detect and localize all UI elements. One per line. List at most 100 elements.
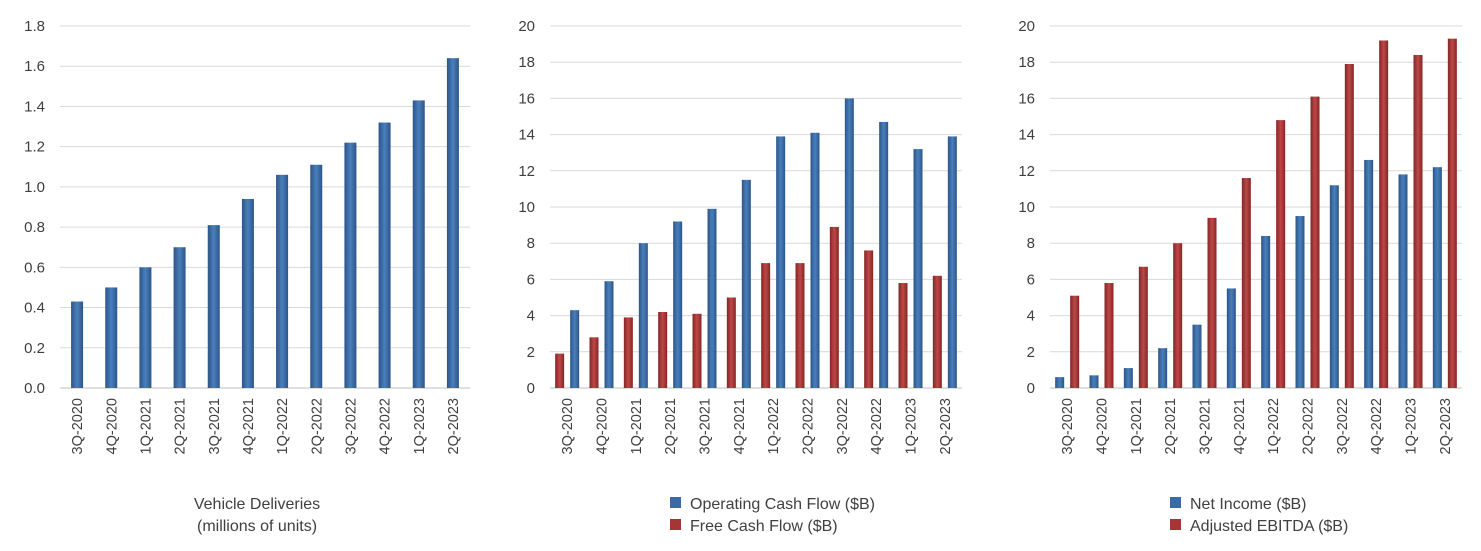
x-tick-label: 4Q-2021 (732, 398, 748, 454)
x-tick-label: 2Q-2023 (1438, 398, 1454, 454)
x-tick-label: 3Q-2020 (70, 398, 86, 454)
y-tick-label: 6 (527, 271, 535, 288)
chart-caption: (millions of units) (197, 518, 317, 535)
x-tick-label: 2Q-2022 (309, 398, 325, 454)
bar-operating-cash-flow-3Q-2021 (707, 208, 717, 388)
y-tick-label: 18 (518, 54, 535, 71)
bar-net-income-4Q-2022 (1364, 159, 1374, 388)
y-tick-label: 0 (527, 380, 535, 397)
y-tick-label: 0.2 (24, 340, 45, 357)
bar-free-cash-flow-1Q-2022 (761, 263, 771, 388)
x-tick-label: 1Q-2022 (275, 398, 291, 454)
bar-series-2Q-2021 (173, 247, 186, 388)
bar-adjusted-ebitda-3Q-2020 (1070, 295, 1080, 388)
x-tick-label: 1Q-2021 (138, 398, 154, 454)
bar-net-income-1Q-2023 (1398, 174, 1408, 388)
y-tick-label: 14 (518, 127, 535, 144)
bar-adjusted-ebitda-1Q-2023 (1413, 54, 1423, 389)
bar-adjusted-ebitda-1Q-2021 (1138, 266, 1148, 388)
bar-adjusted-ebitda-4Q-2022 (1379, 40, 1389, 388)
x-tick-label: 1Q-2023 (904, 398, 920, 454)
chart-panel-1: 0.0 0.2 0.4 0.6 0.8 1.0 1.2 1.4 1.6 1.8 3Q-2020 4Q-… (24, 18, 470, 535)
bar-free-cash-flow-4Q-2020 (589, 337, 599, 388)
y-tick-label: 1.0 (24, 179, 45, 196)
bar-operating-cash-flow-3Q-2020 (570, 310, 580, 388)
bar-series-3Q-2022 (344, 142, 357, 388)
bar-net-income-2Q-2021 (1158, 348, 1168, 388)
bar-operating-cash-flow-2Q-2022 (810, 132, 820, 388)
bar-series-1Q-2021 (139, 267, 152, 388)
x-tick-label: 3Q-2022 (1335, 398, 1351, 454)
legend-swatch (1170, 519, 1181, 530)
bar-series-2Q-2023 (446, 58, 459, 389)
x-tick-label: 2Q-2021 (663, 398, 679, 454)
bar-net-income-3Q-2022 (1329, 185, 1339, 388)
bar-net-income-2Q-2023 (1432, 167, 1442, 388)
legend-label: Adjusted EBITDA ($B) (1190, 518, 1348, 535)
y-tick-label: 0.8 (24, 219, 45, 236)
x-tick-label: 2Q-2021 (1163, 398, 1179, 454)
bar-series-1Q-2022 (276, 174, 289, 388)
y-tick-label: 6 (1027, 271, 1035, 288)
y-tick-label: 12 (1018, 163, 1035, 180)
x-tick-label: 1Q-2023 (1404, 398, 1420, 454)
x-tick-label: 2Q-2021 (173, 398, 189, 454)
bar-operating-cash-flow-1Q-2022 (776, 136, 786, 388)
bar-operating-cash-flow-4Q-2022 (879, 121, 889, 389)
y-tick-label: 8 (1027, 235, 1035, 252)
y-tick-label: 10 (1018, 199, 1035, 216)
bar-operating-cash-flow-1Q-2023 (913, 149, 923, 388)
y-tick-label: 18 (1018, 54, 1035, 71)
x-tick-label: 1Q-2022 (1266, 398, 1282, 454)
x-tick-label: 3Q-2021 (698, 398, 714, 454)
bar-series-4Q-2022 (378, 122, 391, 389)
x-tick-label: 2Q-2023 (446, 398, 462, 454)
y-tick-label: 14 (1018, 127, 1035, 144)
bar-adjusted-ebitda-4Q-2020 (1104, 283, 1114, 388)
bar-adjusted-ebitda-1Q-2022 (1276, 120, 1286, 389)
bar-operating-cash-flow-2Q-2023 (947, 136, 957, 388)
x-tick-label: 3Q-2022 (835, 398, 851, 454)
y-tick-label: 4 (1027, 308, 1035, 325)
bar-adjusted-ebitda-3Q-2022 (1344, 64, 1354, 388)
x-tick-label: 4Q-2021 (241, 398, 257, 454)
bar-free-cash-flow-3Q-2022 (829, 226, 839, 388)
y-tick-label: 0.6 (24, 259, 45, 276)
bar-free-cash-flow-4Q-2022 (864, 250, 874, 388)
x-tick-label: 4Q-2022 (378, 398, 394, 454)
x-tick-label: 4Q-2022 (869, 398, 885, 454)
y-tick-label: 1.6 (24, 58, 45, 75)
bar-net-income-1Q-2021 (1123, 368, 1133, 388)
x-tick-label: 1Q-2022 (766, 398, 782, 454)
bar-free-cash-flow-2Q-2021 (658, 311, 668, 388)
bar-free-cash-flow-3Q-2021 (692, 313, 702, 388)
x-tick-label: 1Q-2021 (629, 398, 645, 454)
bar-operating-cash-flow-1Q-2021 (638, 243, 648, 388)
legend-label: Net Income ($B) (1190, 496, 1306, 513)
bar-free-cash-flow-2Q-2023 (932, 275, 942, 388)
x-tick-label: 3Q-2021 (1198, 398, 1214, 454)
y-tick-label: 0.0 (24, 380, 45, 397)
bar-operating-cash-flow-3Q-2022 (844, 98, 854, 389)
x-tick-label: 4Q-2020 (1095, 398, 1111, 454)
bar-net-income-4Q-2021 (1226, 288, 1236, 388)
bar-series-3Q-2021 (207, 225, 220, 388)
legend-label: Free Cash Flow ($B) (690, 518, 838, 535)
legend-swatch (670, 519, 681, 530)
bar-free-cash-flow-3Q-2020 (555, 353, 565, 388)
bar-operating-cash-flow-4Q-2020 (604, 281, 614, 388)
bar-net-income-3Q-2020 (1055, 377, 1065, 388)
x-tick-label: 4Q-2021 (1232, 398, 1248, 454)
bar-series-3Q-2020 (71, 301, 84, 388)
bar-free-cash-flow-2Q-2022 (795, 263, 805, 388)
chart-panel-2: 0 2 4 6 8 10 12 14 16 18 20 3Q-2020 4Q-2020 1Q-2021 2Q… (518, 18, 962, 535)
x-tick-label: 4Q-2020 (104, 398, 120, 454)
x-tick-label: 4Q-2020 (595, 398, 611, 454)
bar-series-4Q-2021 (241, 198, 254, 388)
bar-adjusted-ebitda-4Q-2021 (1241, 178, 1251, 388)
x-tick-label: 3Q-2020 (560, 398, 576, 454)
y-tick-label: 20 (1018, 18, 1035, 35)
x-tick-label: 3Q-2020 (1060, 398, 1076, 454)
bar-adjusted-ebitda-2Q-2023 (1447, 38, 1457, 389)
